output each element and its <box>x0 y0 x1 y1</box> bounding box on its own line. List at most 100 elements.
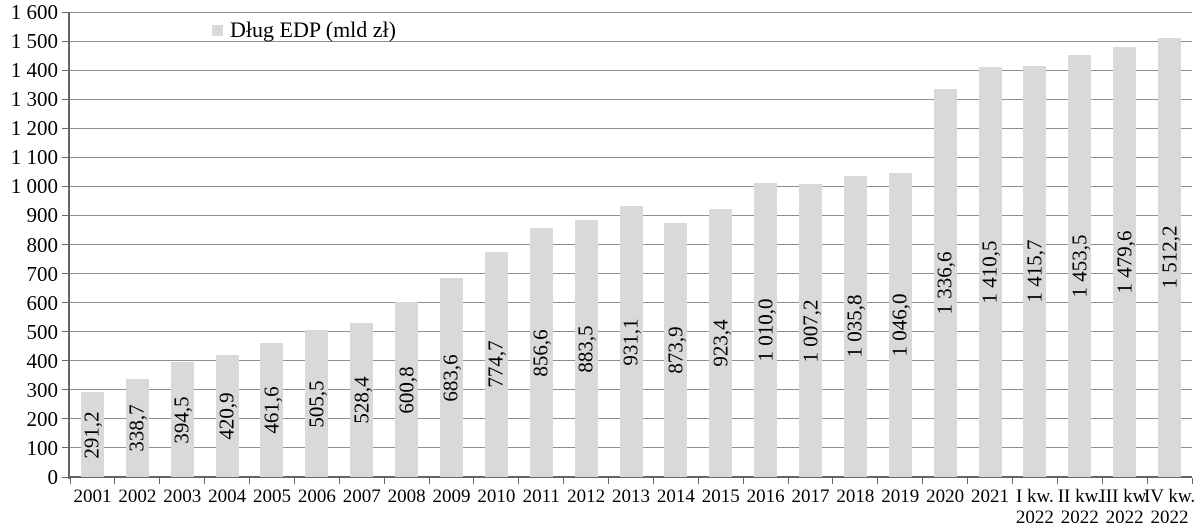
x-axis-tick <box>967 478 969 484</box>
bar-value-label: 1 410,5 <box>977 240 1002 304</box>
x-axis-category-label: 2015 <box>701 486 740 507</box>
bar-value-label: 600,8 <box>394 366 419 414</box>
bar-value-label: 338,7 <box>124 404 149 452</box>
x-axis-tick <box>69 478 71 484</box>
y-axis-tick <box>62 389 70 391</box>
x-axis-category-label: 2008 <box>387 486 426 507</box>
y-axis-tick-label: 1 300 <box>10 87 58 112</box>
y-axis-tick-label: 900 <box>26 203 59 228</box>
y-axis-tick-label: 1 200 <box>10 116 58 141</box>
x-axis-category-label: 2004 <box>208 486 247 507</box>
x-axis-tick <box>697 478 699 484</box>
bar-value-label: 883,5 <box>573 324 598 373</box>
x-axis-tick <box>832 478 834 484</box>
x-axis-tick <box>338 478 340 484</box>
x-axis-category-label: 2018 <box>836 486 875 507</box>
bar <box>1158 37 1182 477</box>
x-axis-tick <box>204 478 206 484</box>
x-axis-category-label: 2013 <box>612 486 650 507</box>
y-axis-tick-label: 800 <box>26 232 59 257</box>
y-axis-tick <box>62 447 70 449</box>
x-axis-category-label: 2005 <box>252 486 291 507</box>
x-axis-tick <box>1101 478 1103 484</box>
bar-value-label: 1 010,0 <box>753 298 778 362</box>
bar <box>215 354 239 477</box>
bar-value-label: 291,2 <box>79 411 104 459</box>
y-axis-tick-label: 1 500 <box>10 29 58 54</box>
y-axis-tick <box>62 185 70 187</box>
bar-value-label: 420,9 <box>214 392 239 440</box>
x-axis-category-label: 2001 <box>73 486 112 507</box>
bar <box>350 323 374 477</box>
bar <box>664 223 688 477</box>
x-axis-category-label: 2021 <box>971 486 1010 507</box>
x-axis-category-label: 2019 <box>881 486 920 507</box>
y-axis-tick-label: 700 <box>26 261 59 286</box>
x-axis-category-label: 2006 <box>297 486 336 507</box>
bar <box>709 208 733 477</box>
gridline <box>70 11 1192 13</box>
x-axis-tick <box>114 478 116 484</box>
x-axis-category-label: 2014 <box>656 486 695 507</box>
bar-value-label: 1 512,2 <box>1157 225 1182 289</box>
bar <box>933 88 957 477</box>
bar-value-label: 931,1 <box>618 318 643 366</box>
x-axis-category-label: IV kw. 2022 <box>1143 486 1196 528</box>
y-axis-tick <box>62 418 70 420</box>
gridline <box>70 98 1192 100</box>
x-axis-tick <box>742 478 744 484</box>
y-axis-tick <box>62 40 70 42</box>
bar <box>260 342 284 477</box>
y-axis-tick-label: 300 <box>26 377 59 402</box>
bar <box>1023 65 1047 477</box>
x-axis-category-label: 2017 <box>791 486 830 507</box>
y-axis-tick <box>62 302 70 304</box>
x-axis-category-label: 2016 <box>746 486 785 507</box>
legend-label: Dług EDP (mld zł) <box>230 17 396 42</box>
y-axis-tick <box>62 331 70 333</box>
x-axis-tick <box>1011 478 1013 484</box>
x-axis-category-label: III kw. 2022 <box>1099 486 1150 528</box>
y-axis-tick <box>62 11 70 13</box>
gridline <box>70 127 1192 129</box>
gridline <box>70 156 1192 158</box>
bar <box>1113 46 1137 477</box>
y-axis-tick <box>62 476 70 478</box>
bar-value-label: 873,9 <box>663 326 688 374</box>
x-axis-tick <box>518 478 520 484</box>
bar <box>574 220 598 477</box>
gridline <box>70 69 1192 71</box>
x-axis-tick <box>473 478 475 484</box>
y-axis <box>68 12 70 479</box>
x-axis-tick <box>249 478 251 484</box>
y-axis-tick-label: 200 <box>26 406 59 431</box>
y-axis-tick <box>62 69 70 71</box>
x-axis-tick <box>877 478 879 484</box>
x-axis-category-label: II kw. 2022 <box>1057 486 1102 528</box>
x-axis-category-label: 2003 <box>163 486 202 507</box>
bar-value-label: 1 046,0 <box>887 293 912 357</box>
y-axis-tick <box>62 98 70 100</box>
bar-value-label: 461,6 <box>259 386 284 434</box>
bar-value-label: 774,7 <box>483 340 508 389</box>
x-axis-tick <box>1056 478 1058 484</box>
bar <box>80 392 104 477</box>
gridline <box>70 185 1192 187</box>
y-axis-tick-label: 1 000 <box>10 174 58 199</box>
bar-value-label: 923,4 <box>708 319 733 367</box>
y-axis-tick <box>62 214 70 216</box>
x-axis-category-label: 2011 <box>522 486 560 507</box>
bar <box>754 183 778 477</box>
bar-value-label: 1 007,2 <box>798 299 823 363</box>
x-axis-tick <box>1146 478 1148 484</box>
bar <box>799 184 823 477</box>
y-axis-tick-label: 600 <box>26 290 59 315</box>
y-axis-tick-label: 400 <box>26 348 59 373</box>
bar-value-label: 1 415,7 <box>1022 239 1047 303</box>
x-axis-category-label: 2009 <box>432 486 471 507</box>
bar-value-label: 528,4 <box>349 376 374 424</box>
x-axis-tick <box>608 478 610 484</box>
x-axis-category-label: 2020 <box>926 486 965 507</box>
x-axis <box>70 476 1192 478</box>
